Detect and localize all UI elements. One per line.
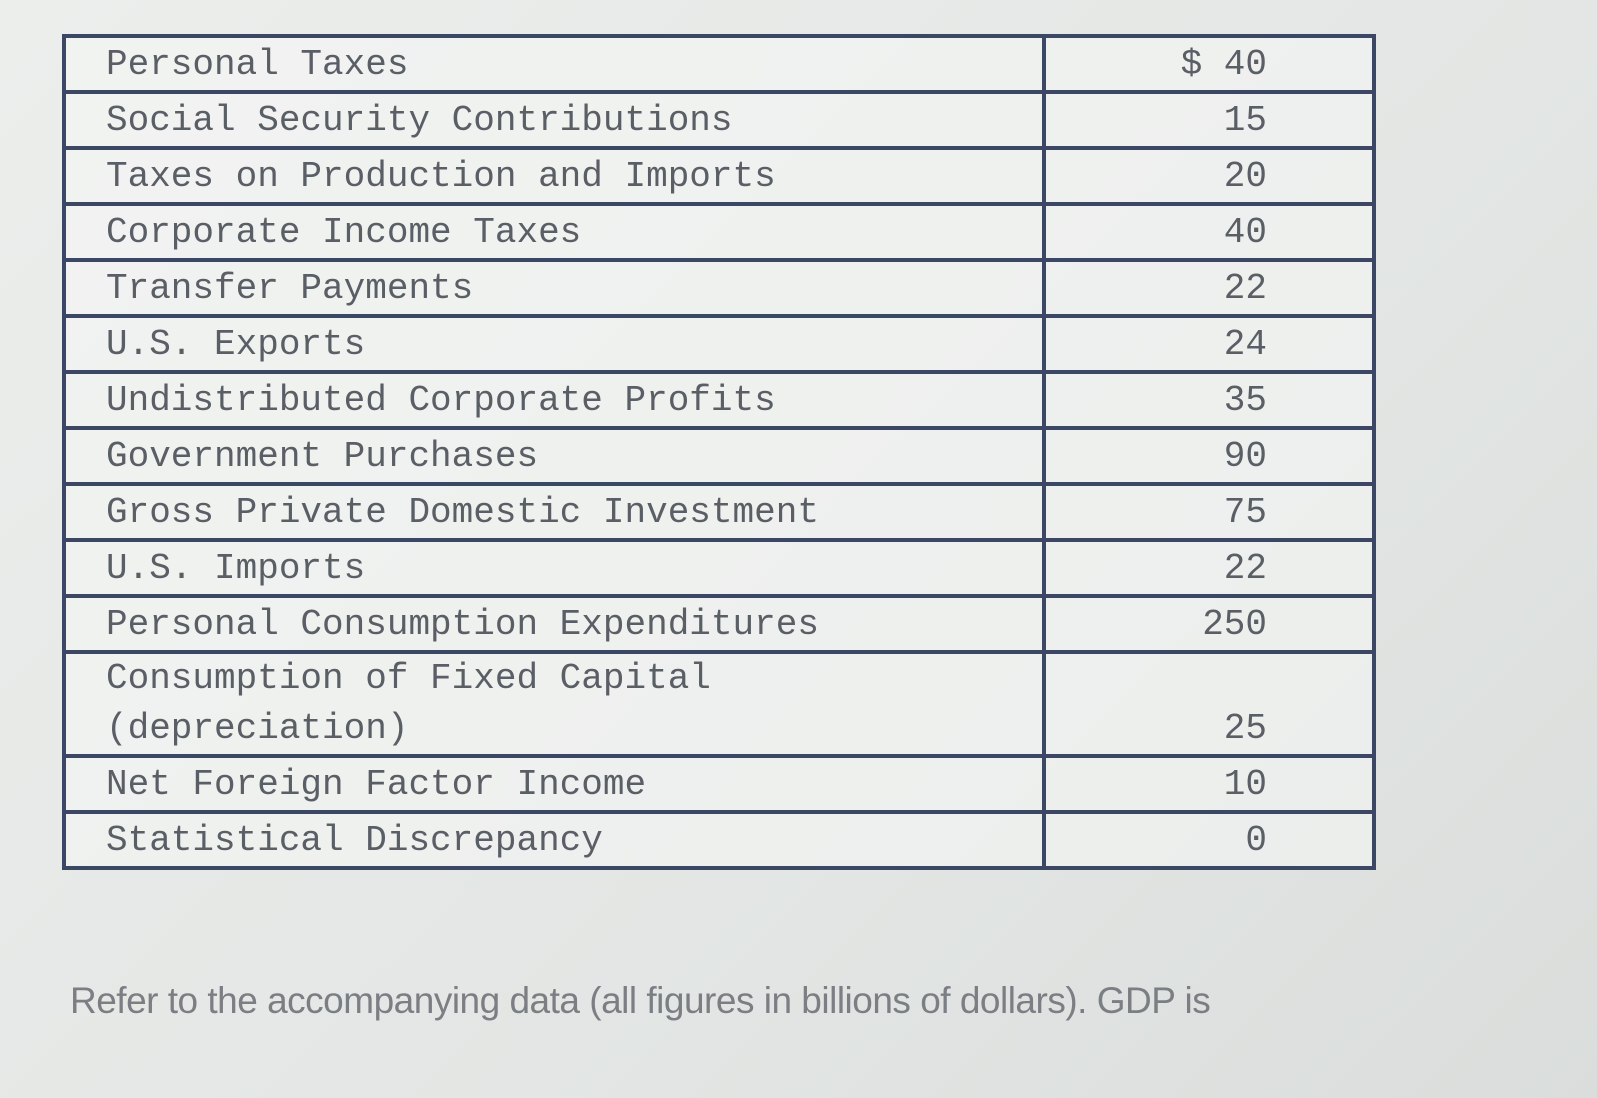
row-label: Personal Consumption Expenditures [62,594,1046,654]
row-value: 24 [1042,314,1376,374]
row-value: 15 [1042,90,1376,150]
row-label: Transfer Payments [62,258,1046,318]
table-row: Corporate Income Taxes 40 [62,202,1376,262]
row-value: 75 [1042,482,1376,542]
table-row: Statistical Discrepancy 0 [62,810,1376,870]
table-row: Government Purchases 90 [62,426,1376,486]
row-label: Consumption of Fixed Capital (depreciati… [62,650,1046,758]
table-row: Undistributed Corporate Profits 35 [62,370,1376,430]
table-row: Transfer Payments 22 [62,258,1376,318]
data-table: Personal Taxes $ 40 Social Security Contri… [62,34,1376,870]
question-text: Refer to the accompanying data (all figu… [70,980,1211,1021]
table-row: Net Foreign Factor Income 10 [62,754,1376,814]
row-value: 35 [1042,370,1376,430]
row-value: 40 [1042,202,1376,262]
row-label: Social Security Contributions [62,90,1046,150]
table-row: Social Security Contributions 15 [62,90,1376,150]
row-label: U.S. Imports [62,538,1046,598]
row-value: 22 [1042,258,1376,318]
row-value: $ 40 [1042,34,1376,94]
row-label: Corporate Income Taxes [62,202,1046,262]
row-value: 250 [1042,594,1376,654]
row-label: Personal Taxes [62,34,1046,94]
data-table-container: Personal Taxes $ 40 Social Security Contri… [62,34,1376,870]
row-value: 10 [1042,754,1376,814]
table-row: U.S. Imports 22 [62,538,1376,598]
row-value: 20 [1042,146,1376,206]
row-label: Gross Private Domestic Investment [62,482,1046,542]
table-row: Taxes on Production and Imports 20 [62,146,1376,206]
row-label: Net Foreign Factor Income [62,754,1046,814]
table-row: Consumption of Fixed Capital (depreciati… [62,650,1376,758]
table-body: Personal Taxes $ 40 Social Security Contri… [62,34,1376,870]
row-label: Government Purchases [62,426,1046,486]
row-value: 22 [1042,538,1376,598]
row-label: Statistical Discrepancy [62,810,1046,870]
row-value: 90 [1042,426,1376,486]
table-row: Gross Private Domestic Investment 75 [62,482,1376,542]
row-value: 0 [1042,810,1376,870]
table-row: Personal Consumption Expenditures 250 [62,594,1376,654]
row-value: 25 [1042,650,1376,758]
row-label: Undistributed Corporate Profits [62,370,1046,430]
table-row: Personal Taxes $ 40 [62,34,1376,94]
table-row: U.S. Exports 24 [62,314,1376,374]
row-label: U.S. Exports [62,314,1046,374]
row-label: Taxes on Production and Imports [62,146,1046,206]
